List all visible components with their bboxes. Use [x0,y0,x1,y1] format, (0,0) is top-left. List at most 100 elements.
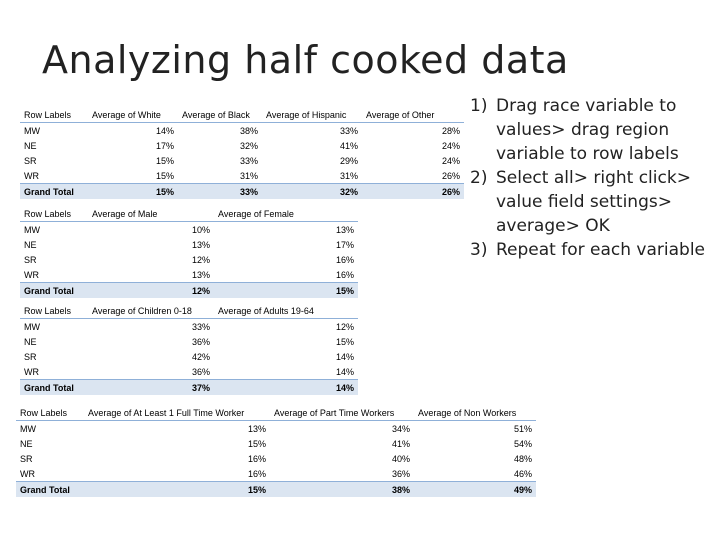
value-cell: 28% [441,125,460,136]
value-cell: 41% [391,438,410,449]
value-cell: 16% [335,269,354,280]
value-cell: 32% [239,140,258,151]
header-cell: Average of Female [214,206,358,222]
header-cell: Average of Part Time Workers [270,405,414,421]
row-label: WR [24,170,39,181]
header-cell: Row Labels [20,107,88,123]
pivot-table-workers: Row Labels Average of At Least 1 Full Ti… [16,405,536,497]
table-row: WR 13% 16% [20,267,358,283]
table-row: SR 42% 14% [20,349,358,364]
step-number: 3) [470,240,488,260]
row-label: WR [24,269,39,280]
header-cell: Average of White [88,107,178,123]
value-cell: 33% [239,155,258,166]
value-cell: 15% [155,170,174,181]
row-label: Grand Total [20,282,88,298]
grand-total-row: Grand Total 37% 14% [20,379,358,395]
value-cell: 26% [441,170,460,181]
value-cell: 15% [247,438,266,449]
value-cell: 13% [191,239,210,250]
pivot-table-gender: Row Labels Average of Male Average of Fe… [20,206,358,298]
table-header-row: Row Labels Average of White Average of B… [20,107,464,123]
table-row: WR 15% 31% 31% 26% [20,168,464,184]
table-header-row: Row Labels Average of At Least 1 Full Ti… [16,405,536,421]
value-cell: 13% [335,224,354,235]
header-cell: Row Labels [20,303,88,319]
value-cell: 36% [391,468,410,479]
value-cell: 15% [88,183,178,199]
step-number: 2) [470,168,488,188]
step-text: Repeat for each variable [496,240,706,260]
table-row: WR 16% 36% 46% [16,466,536,482]
table-row: NE 36% 15% [20,334,358,349]
value-cell: 15% [214,282,358,298]
value-cell: 14% [214,379,358,395]
row-label: Grand Total [16,481,84,497]
value-cell: 33% [178,183,262,199]
value-cell: 38% [270,481,414,497]
row-label: SR [24,155,37,166]
header-cell: Average of Adults 19-64 [214,303,358,319]
row-label: SR [24,254,37,265]
value-cell: 51% [513,423,532,434]
value-cell: 17% [155,140,174,151]
value-cell: 13% [191,269,210,280]
value-cell: 13% [247,423,266,434]
value-cell: 24% [441,155,460,166]
row-label: Grand Total [20,379,88,395]
value-cell: 40% [391,453,410,464]
header-cell: Average of Other [362,107,464,123]
step-number: 1) [470,96,488,116]
value-cell: 54% [513,438,532,449]
row-label: NE [24,336,37,347]
row-label: SR [24,351,37,362]
row-label: NE [24,239,37,250]
table-row: MW 10% 13% [20,222,358,238]
table-row: MW 33% 12% [20,319,358,335]
row-label: NE [24,140,37,151]
instruction-steps: 1) Drag race variable to values> drag re… [470,94,710,262]
grand-total-row: Grand Total 15% 38% 49% [16,481,536,497]
header-cell: Average of At Least 1 Full Time Worker [84,405,270,421]
header-cell: Row Labels [16,405,84,421]
value-cell: 49% [414,481,536,497]
step-item: 3) Repeat for each variable [470,238,710,262]
table-row: NE 17% 32% 41% 24% [20,138,464,153]
row-label: MW [24,125,40,136]
step-text: Drag race variable to values> drag regio… [496,96,679,164]
table-row: SR 12% 16% [20,252,358,267]
value-cell: 31% [239,170,258,181]
table-row: MW 13% 34% 51% [16,421,536,437]
table-row: SR 15% 33% 29% 24% [20,153,464,168]
value-cell: 32% [262,183,362,199]
value-cell: 33% [339,125,358,136]
value-cell: 29% [339,155,358,166]
grand-total-row: Grand Total 12% 15% [20,282,358,298]
value-cell: 34% [391,423,410,434]
row-label: MW [24,224,40,235]
value-cell: 14% [335,366,354,377]
value-cell: 33% [191,321,210,332]
value-cell: 16% [335,254,354,265]
header-cell: Row Labels [20,206,88,222]
value-cell: 12% [88,282,214,298]
value-cell: 15% [335,336,354,347]
value-cell: 14% [155,125,174,136]
step-text: Select all> right click> value field set… [496,168,691,236]
value-cell: 12% [191,254,210,265]
value-cell: 15% [155,155,174,166]
value-cell: 48% [513,453,532,464]
table-header-row: Row Labels Average of Children 0-18 Aver… [20,303,358,319]
pivot-table-race: Row Labels Average of White Average of B… [20,107,464,199]
table-row: MW 14% 38% 33% 28% [20,123,464,139]
value-cell: 14% [335,351,354,362]
value-cell: 24% [441,140,460,151]
row-label: WR [20,468,35,479]
step-item: 2) Select all> right click> value field … [470,166,710,238]
table-row: SR 16% 40% 48% [16,451,536,466]
value-cell: 10% [191,224,210,235]
value-cell: 31% [339,170,358,181]
value-cell: 38% [239,125,258,136]
header-cell: Average of Hispanic [262,107,362,123]
value-cell: 36% [191,336,210,347]
